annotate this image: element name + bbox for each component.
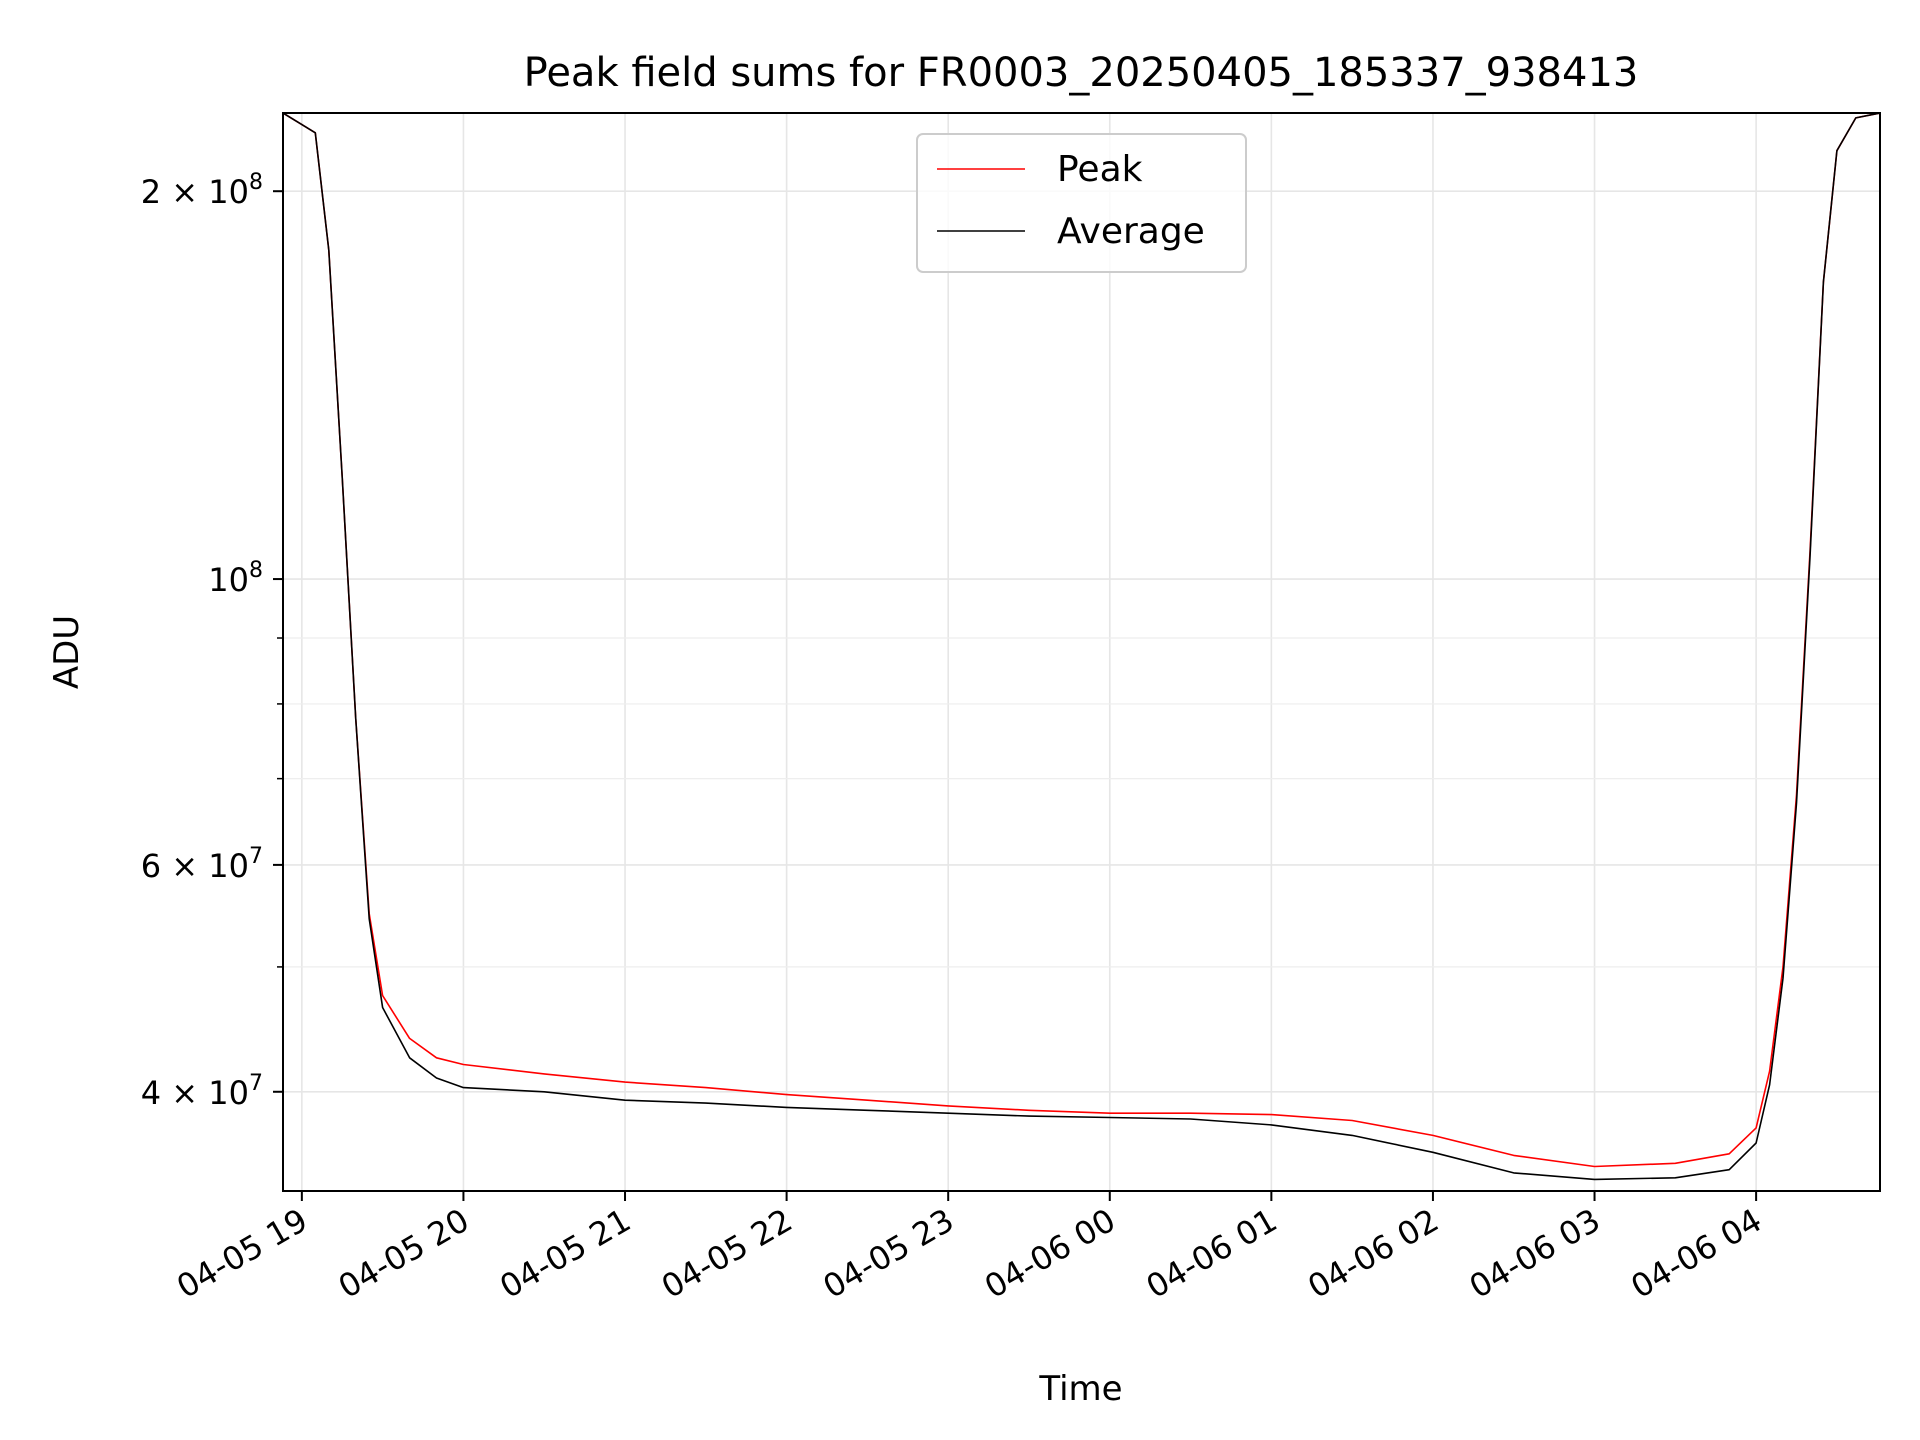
y-tick-label: 2 × 108 [141, 170, 263, 211]
y-tick-label: 6 × 107 [141, 844, 263, 885]
chart-title: Peak field sums for FR0003_20250405_1853… [524, 50, 1639, 96]
series-lines [283, 113, 1880, 1181]
series-line-average [283, 113, 1880, 1181]
y-tick-label: 4 × 107 [141, 1071, 263, 1112]
y-axis-label: ADU [47, 615, 87, 689]
x-axis-label: Time [1038, 1369, 1122, 1409]
plot-frame [282, 112, 1881, 1192]
legend: Peak Average [916, 133, 1247, 273]
y-tick-label: 108 [208, 558, 263, 599]
legend-label-average: Average [1057, 211, 1205, 252]
legend-label-peak: Peak [1057, 149, 1143, 190]
y-axis: 4 × 107 6 × 107 108 2 × 108 [141, 170, 283, 1112]
